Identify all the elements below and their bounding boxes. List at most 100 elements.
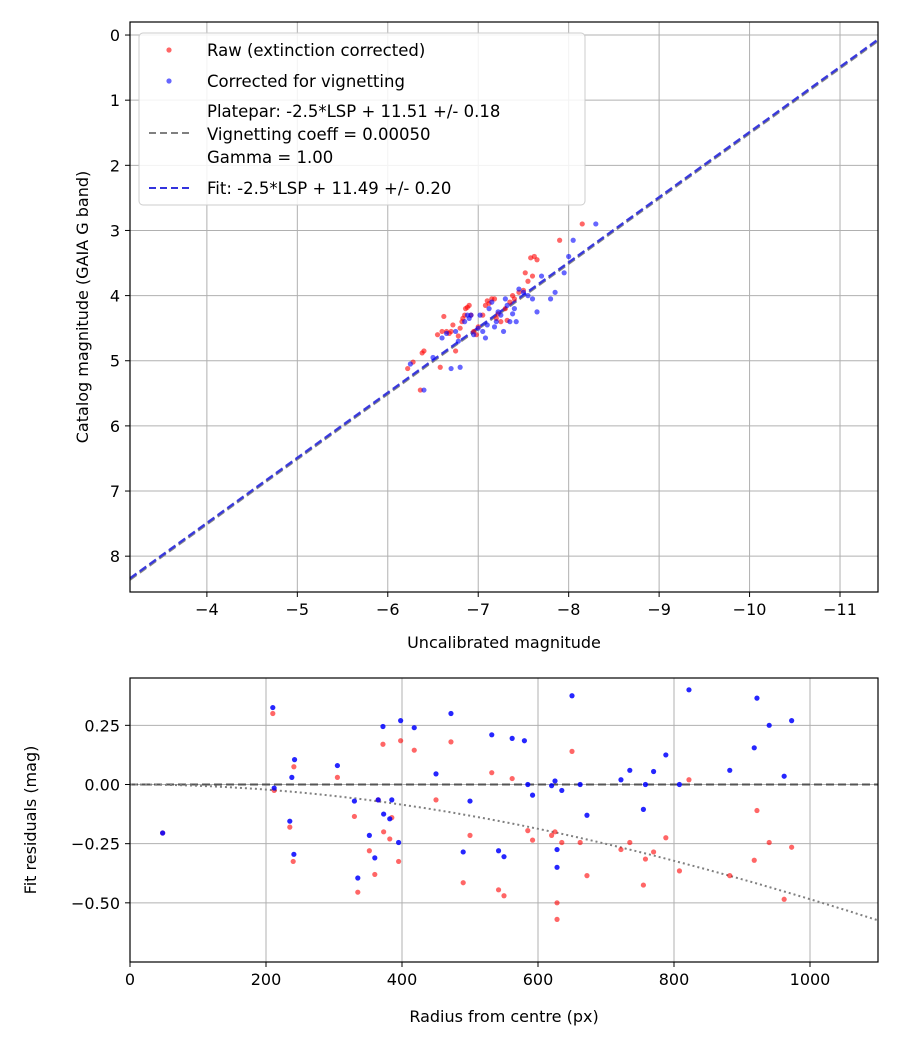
residuals-raw-point [489, 770, 495, 776]
residuals-corrected-point [270, 704, 276, 711]
residuals-raw-point [448, 739, 454, 745]
calibration-y-tick-label: 3 [110, 221, 120, 240]
residuals-corrected-point [351, 798, 357, 804]
residuals-corrected-point [509, 735, 515, 741]
residuals-corrected-point [271, 785, 277, 791]
residuals-corrected-point [467, 798, 473, 804]
calibration-raw-point [437, 364, 443, 370]
calibration-raw-point [450, 322, 456, 328]
residuals-corrected-point [552, 778, 558, 784]
calibration-corrected-point [443, 330, 450, 336]
residuals-raw-point [495, 887, 502, 893]
residuals-raw-point [554, 916, 560, 923]
residuals-raw-point [577, 839, 583, 846]
residuals-raw-point [663, 835, 669, 841]
residuals-corrected-point [380, 723, 386, 730]
residuals-raw-point [559, 839, 565, 846]
calibration-corrected-point [500, 328, 507, 335]
calibration-corrected-point [502, 296, 508, 302]
calibration-corrected-point [534, 309, 540, 315]
calibration-corrected-point [511, 306, 518, 312]
residuals-raw-point [355, 889, 361, 895]
calibration-legend: Raw (extinction corrected) Corrected for… [138, 32, 586, 206]
residuals-raw-point [651, 849, 657, 855]
residuals-raw-point [270, 710, 276, 717]
residuals-y-axis-title: Fit residuals (mag) [21, 746, 40, 895]
residuals-y-tick-label: −0.50 [71, 894, 120, 913]
residuals-corrected-point [549, 783, 555, 789]
calibration-corrected-point [561, 270, 567, 276]
residuals-corrected-point [396, 839, 402, 846]
residuals-raw-point [291, 764, 297, 770]
calibration-raw-point [511, 296, 518, 302]
residuals-x-tick-label: 400 [387, 970, 418, 989]
residuals-corrected-point [372, 855, 378, 861]
calibration-corrected-point [475, 325, 481, 331]
calibration-corrected-point [491, 324, 498, 330]
residuals-corrected-point [495, 848, 502, 854]
residuals-raw-point [525, 828, 531, 834]
legend-gamma-label: Gamma = 1.00 [207, 148, 333, 167]
calibration-x-tick-label: −11 [823, 600, 857, 619]
calibration-corrected-point [407, 361, 413, 367]
residuals-raw-point [552, 829, 558, 835]
residuals-corrected-point [521, 738, 528, 744]
calibration-raw-point [457, 325, 463, 331]
residuals-corrected-point [789, 718, 795, 724]
calibration-corrected-point [457, 364, 463, 370]
calibration-y-tick-label: 7 [110, 482, 120, 501]
residuals-corrected-point [584, 812, 590, 818]
calibration-raw-point [466, 302, 472, 308]
calibration-chart: −4 −5 −6 −7 −8 −9 −10 −11 0 1 2 3 4 5 6 7 8 Uncalibrated… [73, 21, 879, 652]
residuals-corrected-point [618, 777, 624, 783]
residuals-raw-point [789, 844, 795, 850]
calibration-corrected-point [513, 319, 519, 325]
residuals-corrected-point [389, 797, 395, 803]
calibration-raw-point [441, 313, 447, 320]
residuals-raw-point [727, 873, 733, 879]
calibration-y-tick-label: 0 [110, 26, 120, 45]
residuals-x-axis-title: Radius from centre (px) [409, 1007, 598, 1026]
calibration-corrected-point [552, 289, 558, 295]
calibration-x-tick-label: −9 [647, 600, 671, 619]
calibration-raw-point [579, 221, 585, 227]
calibration-raw-point [421, 348, 427, 354]
calibration-corrected-point [455, 338, 461, 344]
residuals-raw-point [751, 857, 757, 863]
residuals-corrected-point [663, 752, 669, 758]
residuals-raw-point [766, 839, 772, 846]
calibration-y-tick-label: 6 [110, 417, 120, 436]
calibration-x-axis-title: Uncalibrated magnitude [407, 633, 601, 652]
calibration-raw-point [434, 332, 441, 338]
residuals-corrected-point [577, 781, 583, 788]
legend-corrected-marker [166, 78, 172, 84]
residuals-corrected-point [287, 818, 293, 824]
residuals-raw-point [569, 748, 575, 754]
residuals-corrected-point [291, 851, 297, 857]
residuals-corrected-point [640, 806, 647, 812]
residuals-raw-point [387, 836, 393, 842]
calibration-raw-point [529, 273, 536, 279]
residuals-raw-point [554, 900, 560, 906]
calibration-corrected-point [421, 387, 427, 393]
residuals-lines [130, 783, 879, 922]
residuals-corrected-point [686, 687, 692, 693]
calibration-raw-point [453, 348, 459, 354]
residuals-y-tick-label: 0.25 [84, 716, 120, 735]
legend-platepar-label: Platepar: -2.5*LSP + 11.51 +/- 0.18 [207, 102, 500, 121]
calibration-y-tick-label: 8 [110, 547, 120, 566]
residuals-corrected-point [375, 797, 381, 803]
calibration-raw-point [557, 237, 563, 243]
calibration-raw-point [528, 255, 534, 261]
residuals-raw-point [529, 837, 536, 843]
calibration-y-tick-label: 1 [110, 91, 120, 110]
residuals-x-tick-label: 600 [523, 970, 554, 989]
calibration-corrected-point [504, 302, 510, 308]
residuals-raw-point [781, 896, 787, 902]
calibration-corrected-point [498, 312, 504, 318]
residuals-corrected-point [355, 875, 361, 881]
residuals-raw-point [398, 738, 404, 744]
residuals-raw-point [380, 741, 386, 747]
calibration-corrected-point [439, 335, 445, 341]
